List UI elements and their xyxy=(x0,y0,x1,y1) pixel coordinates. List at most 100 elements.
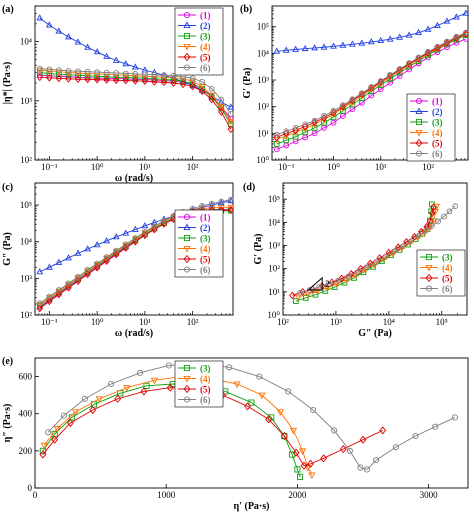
plot-frame xyxy=(34,357,469,489)
data-point-6 xyxy=(297,290,303,296)
legend-label-5: (5) xyxy=(200,53,211,63)
legend-label-2: (2) xyxy=(200,223,211,233)
data-point-6 xyxy=(113,247,120,254)
data-point-6 xyxy=(208,200,215,207)
data-point-2 xyxy=(55,258,63,265)
data-point-6 xyxy=(122,70,129,77)
series-line-5 xyxy=(276,33,467,138)
data-point-2 xyxy=(358,39,366,46)
data-point-5 xyxy=(328,278,336,287)
data-point-6 xyxy=(444,38,450,45)
data-point-6 xyxy=(463,29,469,36)
data-point-5 xyxy=(424,49,432,57)
legend-marker-4 xyxy=(183,43,191,51)
series-line-6 xyxy=(299,205,456,294)
data-point-4 xyxy=(227,118,235,126)
legend-marker-5 xyxy=(183,254,191,264)
data-point-6 xyxy=(142,229,148,235)
legend: (1)(2)(3)(4)(5)(6) xyxy=(406,93,456,162)
data-point-2 xyxy=(348,40,356,47)
data-point-6 xyxy=(377,78,384,84)
panel-label: (d) xyxy=(243,182,255,193)
data-point-2 xyxy=(386,35,394,42)
legend-label-3: (3) xyxy=(200,364,211,374)
data-point-5 xyxy=(289,291,296,300)
data-point-6 xyxy=(142,71,148,78)
data-point-2 xyxy=(36,268,44,275)
y-tick-label: 10⁵ xyxy=(20,200,32,210)
data-point-6 xyxy=(387,72,394,78)
data-point-5 xyxy=(462,29,470,38)
data-point-5 xyxy=(36,73,44,82)
data-point-6 xyxy=(65,280,72,287)
data-point-3 xyxy=(283,137,290,144)
data-point-2 xyxy=(292,45,300,52)
data-point-6 xyxy=(189,75,196,82)
x-tick-label: 10⁰ xyxy=(91,162,104,172)
data-point-6 xyxy=(321,113,327,119)
data-point-5 xyxy=(46,297,53,306)
legend-label-5: (5) xyxy=(432,139,443,149)
data-point-4 xyxy=(93,262,101,269)
data-point-6 xyxy=(161,218,167,224)
x-tick-label: 1000 xyxy=(157,490,176,500)
data-point-6 xyxy=(441,213,447,220)
data-point-6 xyxy=(354,269,361,276)
data-point-2 xyxy=(396,33,404,40)
legend-label-2: (2) xyxy=(432,107,443,117)
data-point-6 xyxy=(56,67,62,73)
x-tick-label: 10⁴ xyxy=(383,317,395,327)
data-point-5 xyxy=(141,231,149,240)
data-point-6 xyxy=(408,238,415,244)
data-point-6 xyxy=(36,65,43,72)
data-point-4 xyxy=(304,465,312,472)
data-point-4 xyxy=(276,409,284,416)
series-group xyxy=(273,9,470,153)
data-point-6 xyxy=(60,412,67,419)
data-point-6 xyxy=(330,107,337,114)
data-point-2 xyxy=(65,33,72,40)
y-tick-label: 10⁴ xyxy=(20,37,32,47)
y-tick-label: 10⁰ xyxy=(256,155,269,165)
x-tick-label: 10⁻¹ xyxy=(278,162,295,172)
y-tick-label: 600 xyxy=(19,372,33,382)
data-point-2 xyxy=(65,254,72,261)
data-point-6 xyxy=(45,429,52,436)
data-point-6 xyxy=(46,66,53,73)
x-tick-label: 10² xyxy=(422,162,434,172)
series-line-6 xyxy=(39,68,232,115)
legend-label-6: (6) xyxy=(200,265,211,275)
data-point-6 xyxy=(103,69,110,76)
data-point-6 xyxy=(446,208,453,215)
data-point-6 xyxy=(349,96,356,103)
data-point-2 xyxy=(93,241,101,248)
series-group xyxy=(36,14,235,134)
data-point-6 xyxy=(46,293,53,300)
data-point-6 xyxy=(36,300,43,307)
legend-marker-4 xyxy=(425,264,433,272)
x-tick-label: 10¹ xyxy=(139,162,151,172)
data-point-6 xyxy=(310,406,317,414)
data-point-5 xyxy=(280,431,288,441)
legend-label-5: (5) xyxy=(200,255,211,265)
x-tick-label: 10⁻¹ xyxy=(41,162,58,172)
data-point-5 xyxy=(379,426,387,435)
legend-marker-5 xyxy=(183,52,191,62)
legend-label-4: (4) xyxy=(200,374,211,384)
data-point-6 xyxy=(283,128,290,135)
data-point-1 xyxy=(444,44,450,51)
data-point-5 xyxy=(443,38,451,47)
data-point-2 xyxy=(320,43,328,50)
data-point-2 xyxy=(131,225,139,232)
axis-ticks: 10⁻¹ 10⁰ 10¹ 10² 10² 10³ 10⁴ xyxy=(20,5,234,172)
data-point-6 xyxy=(451,414,458,421)
data-point-5 xyxy=(140,387,148,396)
series-line-4 xyxy=(298,206,438,298)
data-point-6 xyxy=(108,380,115,388)
data-point-2 xyxy=(103,237,111,244)
data-point-5 xyxy=(434,44,441,52)
data-point-6 xyxy=(335,277,341,284)
data-point-2 xyxy=(282,46,290,53)
data-point-5 xyxy=(320,454,328,463)
legend-label-4: (4) xyxy=(432,128,443,138)
